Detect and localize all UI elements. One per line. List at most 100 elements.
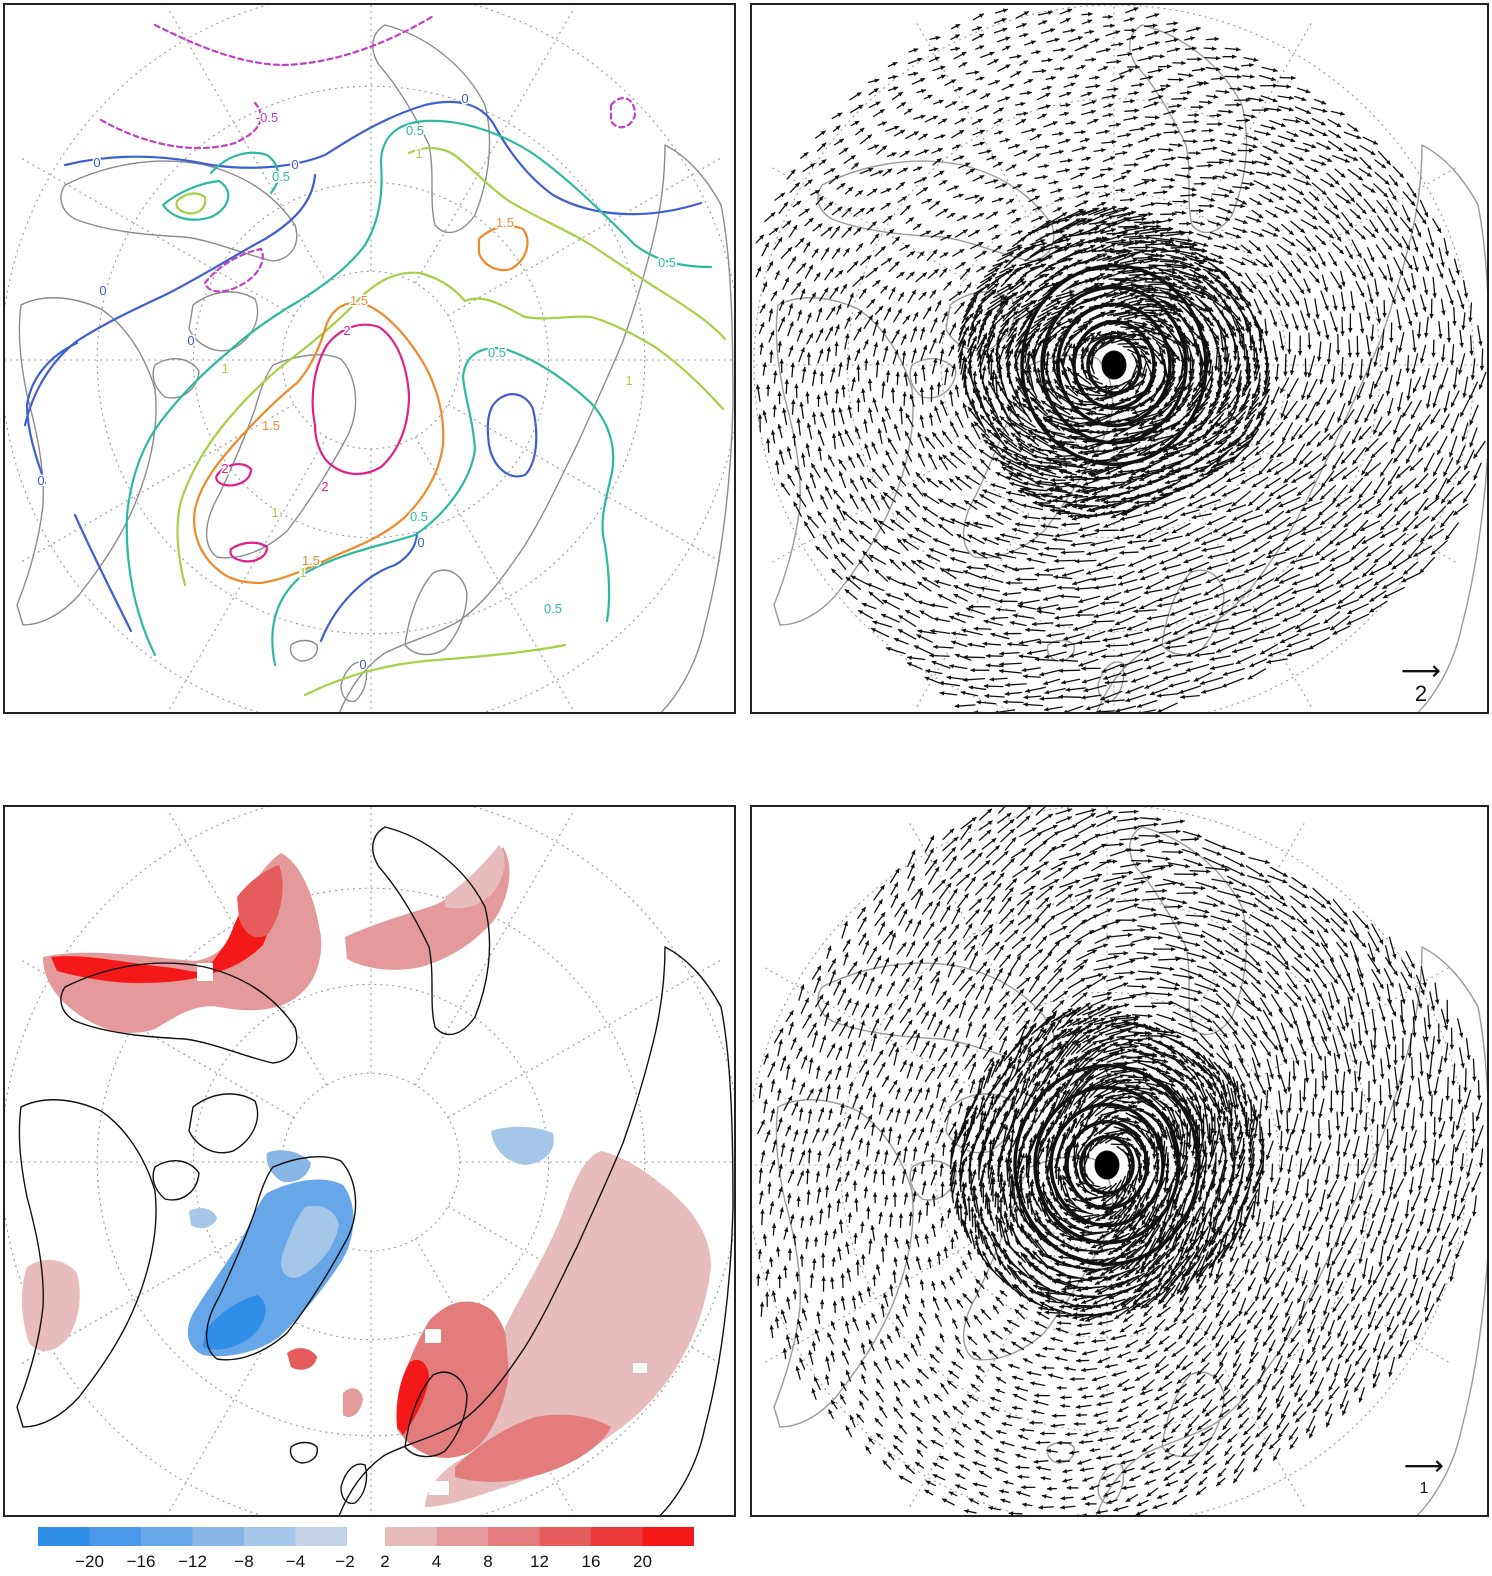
wind-vector-head (1370, 256, 1375, 262)
wind-vector-head (1132, 410, 1138, 415)
wind-vector-head (1236, 584, 1242, 589)
wind-vector-head (1286, 522, 1293, 527)
wind-vector-head (1266, 420, 1271, 426)
iceland-coast (289, 639, 318, 662)
wind-vector-head (1059, 594, 1064, 599)
wind-vector-head (1218, 233, 1224, 238)
wind-vector-head (955, 410, 960, 416)
wind-vector-head (1134, 162, 1139, 167)
wind-vector-head (874, 319, 879, 325)
wind-vector-head (800, 347, 805, 353)
wind-vector-head (1155, 115, 1160, 120)
wind-vector-head (950, 344, 955, 350)
wind-vector-head (895, 371, 900, 377)
wind-vector-head (835, 324, 840, 330)
wind-vector-head (1132, 447, 1138, 452)
wind-vector-head (856, 348, 861, 354)
wind-vector-head (972, 89, 978, 94)
wind-vector-head (1078, 184, 1084, 190)
wind-vector-head (1143, 345, 1149, 350)
contour-lines (23, 13, 727, 697)
wind-vector-head (1126, 169, 1132, 175)
wind-vector-head (1412, 347, 1417, 353)
wind-vector (1014, 413, 1036, 428)
wind-vector-head (1079, 172, 1085, 177)
wind-vector-head (1074, 586, 1080, 592)
wind-vector-head (1046, 633, 1052, 638)
wind-vector-head (953, 185, 959, 190)
wind-vector-head (1395, 381, 1401, 387)
wind-vector-head (997, 599, 1003, 604)
wind-vector-head (881, 417, 886, 423)
wind-vector-head (1066, 91, 1072, 97)
wind-vector-head (1064, 218, 1070, 223)
wind-vector-head (1091, 405, 1097, 411)
wind-vector-head (1078, 598, 1084, 604)
wind-vector-head (1059, 131, 1064, 136)
wind-vector-head (1212, 430, 1218, 435)
wind-vector-head (1011, 209, 1017, 214)
wind-vector-head (1175, 427, 1181, 432)
wind-vector-head (881, 494, 886, 501)
wind-vector-head (1044, 273, 1050, 278)
wind-vector-head (1145, 585, 1151, 590)
wind-vector-head (1386, 390, 1391, 396)
wind-vector-head (838, 407, 843, 413)
wind-vector-head (1257, 310, 1262, 316)
wind-vector-head (1304, 148, 1310, 153)
wind-vector-head (1022, 150, 1028, 155)
wind-vector-head (1096, 331, 1101, 336)
wind-vector-head (1096, 562, 1102, 567)
wind-vector-head (1012, 613, 1018, 618)
wind-vector-head (1014, 522, 1020, 527)
wind-vector-head (964, 105, 970, 110)
wind-vector-head (838, 361, 843, 367)
wind-vector-head (831, 433, 837, 438)
wind-vector-head (982, 489, 988, 494)
wind-vector-head (1273, 561, 1279, 566)
wind-vector-head (1123, 588, 1129, 594)
wind-vector-head (1321, 261, 1326, 267)
wind-vector-head (959, 249, 965, 254)
wind-vector-head (1316, 331, 1321, 337)
wind-vector-head (1388, 277, 1394, 283)
wind-vector-head (1103, 66, 1109, 71)
wind-vector-head (1232, 516, 1238, 521)
wind-vector (1159, 431, 1181, 447)
wind-vector-head (1168, 147, 1174, 153)
wind-vector-head (863, 419, 868, 424)
wind-vector-head (1108, 167, 1113, 172)
contour-label: 1 (299, 565, 306, 580)
wind-vector-head (1043, 596, 1049, 601)
wind-vector-head (1071, 343, 1077, 349)
wind-vector-head (1067, 366, 1072, 372)
wind-vector-head (1120, 187, 1126, 193)
wind-vector-head (1364, 417, 1369, 423)
wind-vector-head (1118, 282, 1124, 287)
wind-vector-head (967, 642, 973, 647)
wind-vector-head (1063, 111, 1069, 117)
wind-vector-head (849, 292, 854, 298)
wind-vector-head (1041, 68, 1047, 74)
wind-vector-head (998, 130, 1004, 135)
wind-vector-head (948, 389, 954, 395)
wind-vector-head (1013, 454, 1019, 459)
wind-vector-head (1011, 264, 1017, 269)
wind-vector-head (1037, 502, 1043, 508)
wind-vector-head (1307, 344, 1312, 350)
wind-vector-head (928, 452, 933, 458)
wind-vector-map-upper (752, 5, 1487, 712)
wind-vector-head (1103, 523, 1109, 528)
wind-vector-head (1193, 387, 1198, 393)
wind-vector-head (1363, 509, 1370, 515)
wind-vector-head (927, 198, 933, 203)
wind-vector-head (1134, 90, 1139, 96)
wind-vector-head (1222, 245, 1228, 250)
wind-vector-head (1021, 119, 1027, 124)
latitude-circle (96, 85, 646, 635)
wind-vector-head (982, 343, 988, 349)
wind-vector-head (1195, 619, 1201, 625)
contour-line-one-half (193, 301, 445, 585)
wind-vector-head (1075, 488, 1081, 493)
wind-vector-head (1129, 641, 1135, 646)
